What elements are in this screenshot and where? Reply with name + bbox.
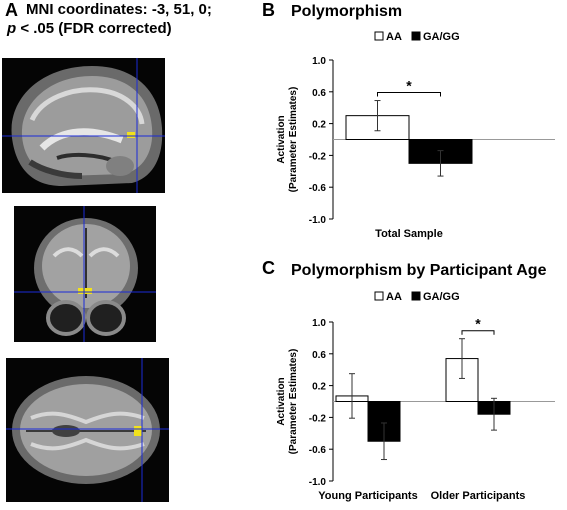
sagittal-activation-blob — [127, 132, 135, 138]
chart-b-y-tick-label: 0.2 — [312, 120, 326, 131]
sagittal-brain-image — [2, 58, 165, 193]
chart-c-significance-bracket — [461, 330, 495, 335]
panel-a-letter: A — [5, 0, 18, 20]
chart-b-significance-star: * — [406, 78, 412, 94]
coronal-activation-blob — [78, 288, 92, 294]
chart-b-y-tick-label: 1.0 — [312, 56, 326, 67]
chart-b-legend-label: GA/GG — [423, 31, 460, 43]
chart-b-legend-swatch — [411, 31, 421, 41]
chart-c-category-label: Older Participants — [431, 490, 526, 502]
chart-c-legend-swatch — [374, 291, 384, 301]
fdr-text: < .05 (FDR corrected) — [16, 20, 172, 37]
chart-c-bar — [367, 401, 401, 442]
chart-c-y-axis-label-sub: (Parameter Estimates) — [288, 349, 299, 455]
chart-c-legend-label: AA — [386, 291, 402, 303]
panel-b-title: Polymorphism — [291, 3, 403, 20]
chart-b-category-label: Total Sample — [375, 228, 443, 240]
chart-c-y-tick-label: 1.0 — [312, 318, 326, 329]
axial-activation-blob — [134, 426, 142, 436]
chart-b-significance-bracket — [377, 92, 441, 97]
chart-b-y-tick-label: -0.2 — [309, 151, 327, 162]
chart-c-y-axis-label: Activation — [276, 377, 287, 425]
chart-b-y-axis-label-sub: (Parameter Estimates) — [288, 87, 299, 193]
chart-c-legend-swatch — [411, 291, 421, 301]
chart-c-y-tick-label: 0.2 — [312, 382, 326, 393]
panel-a-caption-line2: p < .05 (FDR corrected) — [7, 20, 172, 38]
panel-a-caption-line1: MNI coordinates: -3, 51, 0; — [26, 1, 212, 18]
chart-c-legend-label: GA/GG — [423, 291, 460, 303]
panel-b-letter: B — [262, 0, 275, 20]
chart-b-y-tick-label: -0.6 — [309, 183, 327, 194]
panel-c-title: Polymorphism by Participant Age — [291, 262, 547, 279]
axial-brain-image — [6, 358, 169, 502]
chart-b-legend-swatch — [374, 31, 384, 41]
coronal-brain-image — [14, 206, 156, 342]
chart-b-y-tick-label: 0.6 — [312, 88, 326, 99]
chart-b-y-axis-label: Activation — [276, 115, 287, 163]
p-symbol: p — [7, 20, 17, 37]
chart-c-y-tick-label: -0.6 — [309, 445, 327, 456]
chart-c-significance-star: * — [475, 316, 481, 332]
panel-c-letter: C — [262, 258, 275, 278]
chart-c-y-tick-label: -1.0 — [309, 477, 327, 488]
chart-b-y-tick-label: -1.0 — [309, 215, 327, 226]
chart-c-category-label: Young Participants — [318, 490, 417, 502]
chart-b-legend-label: AA — [386, 31, 402, 43]
chart-c-y-tick-label: 0.6 — [312, 350, 326, 361]
chart-c-y-tick-label: -0.2 — [309, 413, 327, 424]
